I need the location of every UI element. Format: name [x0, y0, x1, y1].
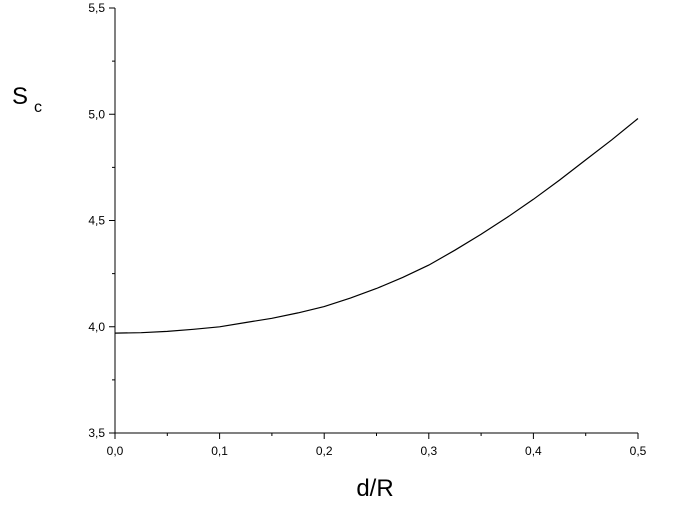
y-tick-label: 4,5	[88, 214, 105, 228]
y-tick-label: 5,0	[88, 107, 105, 121]
y-axis-title-subscript: c	[34, 99, 42, 116]
y-axis-ticks: 3,5 4,0 4,5 5,0 5,5	[88, 1, 115, 440]
y-axis-title-main: S	[12, 83, 28, 110]
plot-axes	[114, 8, 638, 434]
y-axis-title: S c	[12, 83, 42, 116]
x-axis-ticks: 0,0 0,1 0,2 0,3 0,4 0,5	[107, 433, 647, 458]
series-layer	[114, 118, 639, 334]
x-tick-label: 0,1	[211, 444, 228, 458]
x-tick-label: 0,4	[525, 444, 542, 458]
x-axis-title: d/R	[356, 475, 393, 502]
y-tick-label: 3,5	[88, 426, 105, 440]
x-tick-label: 0,5	[630, 444, 647, 458]
x-tick-label: 0,2	[316, 444, 333, 458]
x-tick-label: 0,0	[107, 444, 124, 458]
y-tick-label: 5,5	[88, 1, 105, 15]
y-tick-label: 4,0	[88, 320, 105, 334]
x-tick-label: 0,3	[420, 444, 437, 458]
series-line	[114, 118, 639, 334]
